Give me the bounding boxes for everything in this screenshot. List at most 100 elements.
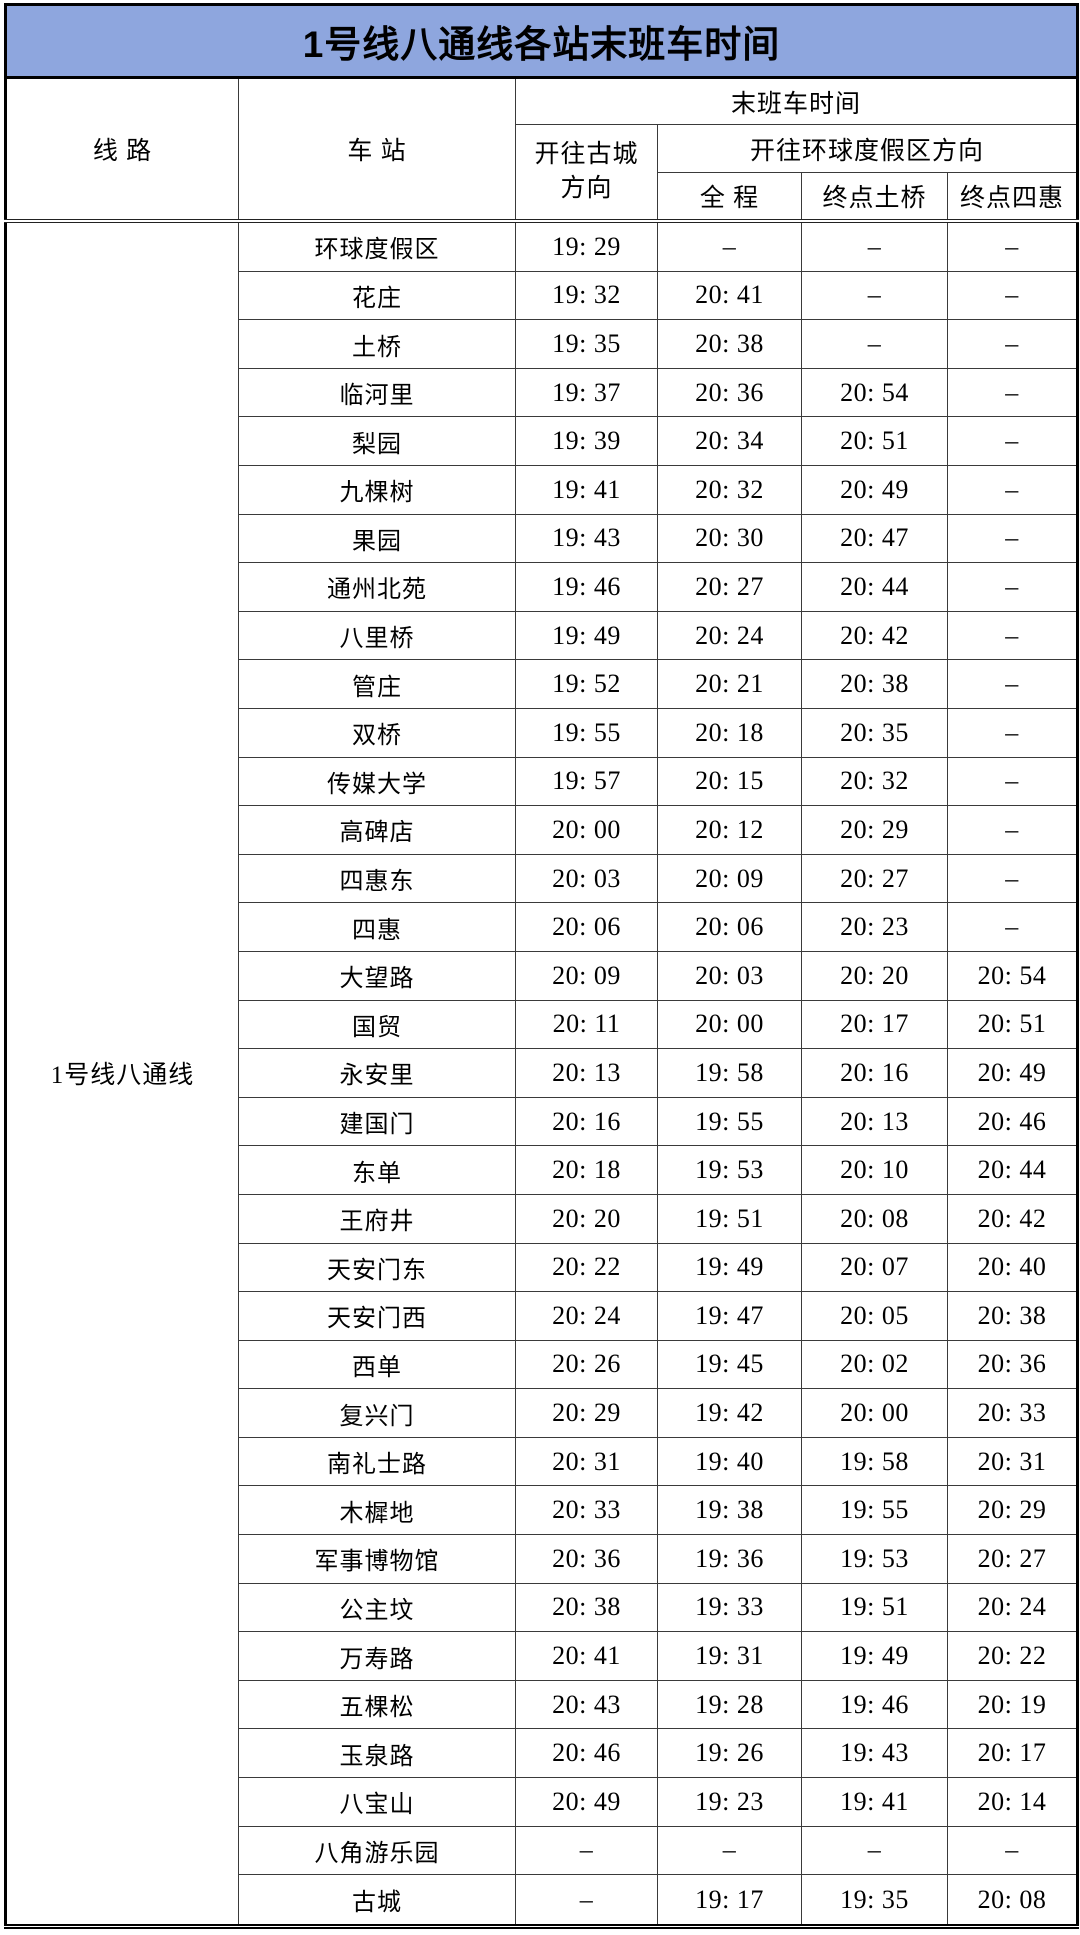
time-gucheng-direction: 20: 31 xyxy=(515,1436,658,1487)
time-gucheng-direction: 20: 46 xyxy=(515,1728,658,1779)
time-terminus-sihui: 20: 31 xyxy=(946,1436,1079,1487)
time-gucheng-direction: 19: 55 xyxy=(515,707,658,758)
title-bar: 1号线八通线各站末班车时间 xyxy=(3,3,1080,79)
time-gucheng-direction: 19: 39 xyxy=(515,416,658,466)
time-full-journey: 19: 45 xyxy=(657,1339,802,1390)
table-row: 东单 20: 18 19: 53 20: 10 20: 44 xyxy=(6,1145,1079,1195)
table-row: 古城 –19: 17 19: 35 20: 08 xyxy=(6,1874,1079,1927)
time-terminus-tuqiao: 20: 20 xyxy=(801,950,948,1001)
table-row: 建国门 20: 16 19: 55 20: 13 20: 46 xyxy=(6,1096,1079,1147)
time-terminus-tuqiao: 19: 55 xyxy=(801,1485,948,1536)
table-row: 九棵树 19: 41 20: 32 20: 49– xyxy=(6,465,1079,515)
time-gucheng-direction: – xyxy=(515,1874,658,1927)
time-terminus-tuqiao: 19: 58 xyxy=(801,1436,948,1487)
time-terminus-sihui: 20: 17 xyxy=(946,1728,1079,1779)
time-terminus-sihui: 20: 22 xyxy=(946,1631,1079,1681)
header-row-1: 线 路 车 站 末班车时间 xyxy=(5,77,1079,221)
time-terminus-sihui: – xyxy=(946,756,1079,807)
station-name: 复兴门 xyxy=(238,1388,516,1438)
time-full-journey: 20: 06 xyxy=(657,902,802,952)
time-terminus-tuqiao: 20: 27 xyxy=(801,853,948,904)
station-name: 八里桥 xyxy=(238,610,516,661)
time-terminus-tuqiao: 19: 53 xyxy=(801,1534,948,1584)
time-terminus-sihui: 20: 27 xyxy=(946,1534,1079,1584)
time-terminus-tuqiao: 19: 46 xyxy=(801,1679,948,1730)
time-full-journey: 20: 09 xyxy=(657,853,802,904)
time-terminus-tuqiao: 20: 49 xyxy=(801,465,948,515)
time-full-journey: 19: 58 xyxy=(657,1048,802,1098)
time-full-journey: 19: 31 xyxy=(657,1631,802,1681)
time-full-journey: 19: 42 xyxy=(657,1388,802,1438)
table-row: 通州北苑 19: 46 20: 27 20: 44– xyxy=(6,562,1079,612)
col-header-last-train-group: 末班车时间 xyxy=(514,77,1079,125)
time-terminus-sihui: – xyxy=(946,416,1079,466)
time-full-journey: 20: 36 xyxy=(657,367,802,418)
time-full-journey: 19: 23 xyxy=(657,1777,802,1827)
station-name: 古城 xyxy=(238,1874,516,1927)
station-name: 四惠 xyxy=(238,902,516,952)
time-gucheng-direction: 19: 35 xyxy=(515,319,658,369)
time-full-journey: 20: 12 xyxy=(657,805,802,855)
col-header-line: 线 路 xyxy=(5,77,239,221)
time-full-journey: 19: 26 xyxy=(657,1728,802,1779)
time-terminus-sihui: 20: 19 xyxy=(946,1679,1079,1730)
time-terminus-sihui: – xyxy=(946,1825,1079,1876)
time-terminus-sihui: 20: 24 xyxy=(946,1582,1079,1633)
col-header-gucheng-direction: 开往古城 方向 xyxy=(515,124,658,221)
time-gucheng-direction: 20: 33 xyxy=(515,1485,658,1536)
time-terminus-sihui: 20: 49 xyxy=(946,1048,1079,1098)
time-full-journey: – xyxy=(657,218,802,272)
col-header-universal-direction-group: 开往环球度假区方向 xyxy=(656,124,1079,173)
time-terminus-tuqiao: 20: 05 xyxy=(801,1291,948,1341)
time-terminus-tuqiao: – xyxy=(801,218,948,272)
time-gucheng-direction: 20: 20 xyxy=(515,1193,658,1244)
time-gucheng-direction: 19: 41 xyxy=(515,465,658,515)
time-terminus-sihui: – xyxy=(946,218,1079,272)
station-name: 高碑店 xyxy=(238,805,516,855)
table-row: 八里桥 19: 49 20: 24 20: 42– xyxy=(6,610,1079,661)
time-terminus-sihui: 20: 38 xyxy=(946,1291,1079,1341)
time-gucheng-direction: – xyxy=(515,1825,658,1876)
station-name: 八角游乐园 xyxy=(238,1825,516,1876)
time-terminus-sihui: – xyxy=(946,707,1079,758)
time-terminus-tuqiao: 20: 02 xyxy=(801,1339,948,1390)
time-gucheng-direction: 20: 03 xyxy=(515,853,658,904)
station-name: 天安门东 xyxy=(238,1242,516,1293)
table-row: 大望路 20: 09 20: 03 20: 20 20: 54 xyxy=(6,950,1079,1001)
table-row: 八角游乐园 – – – – xyxy=(6,1825,1079,1876)
station-name: 花庄 xyxy=(238,270,516,321)
time-terminus-tuqiao: 19: 35 xyxy=(801,1874,948,1927)
time-gucheng-direction: 19: 37 xyxy=(515,367,658,418)
time-terminus-sihui: 20: 42 xyxy=(946,1193,1079,1244)
time-full-journey: 20: 38 xyxy=(657,319,802,369)
table-row: 果园 19: 43 20: 30 20: 47– xyxy=(6,513,1079,564)
time-gucheng-direction: 19: 57 xyxy=(515,756,658,807)
station-name: 王府井 xyxy=(238,1193,516,1244)
table-row: 五棵松 20: 43 19: 28 19: 46 20: 19 xyxy=(6,1679,1079,1730)
time-full-journey: 19: 17 xyxy=(657,1874,802,1927)
time-full-journey: 20: 34 xyxy=(657,416,802,466)
time-terminus-sihui: 20: 14 xyxy=(946,1777,1079,1827)
station-name: 木樨地 xyxy=(238,1485,516,1536)
time-full-journey: 19: 51 xyxy=(657,1193,802,1244)
time-gucheng-direction: 19: 49 xyxy=(515,610,658,661)
time-terminus-sihui: 20: 33 xyxy=(946,1388,1079,1438)
table-row: 四惠东 20: 03 20: 09 20: 27– xyxy=(6,853,1079,904)
time-gucheng-direction: 20: 00 xyxy=(515,805,658,855)
time-gucheng-direction: 20: 38 xyxy=(515,1582,658,1633)
time-terminus-tuqiao: 20: 35 xyxy=(801,707,948,758)
time-terminus-sihui: – xyxy=(946,270,1079,321)
time-terminus-sihui: – xyxy=(946,805,1079,855)
time-gucheng-direction: 20: 24 xyxy=(515,1291,658,1341)
time-terminus-tuqiao: 20: 16 xyxy=(801,1048,948,1098)
station-name: 万寿路 xyxy=(238,1631,516,1681)
table-row: 1号线八通线 环球度假区 19: 29– – – xyxy=(5,218,1079,1927)
time-gucheng-direction: 20: 49 xyxy=(515,1777,658,1827)
time-terminus-sihui: – xyxy=(946,319,1079,369)
table-row: 木樨地 20: 33 19: 38 19: 55 20: 29 xyxy=(6,1485,1079,1536)
table-row: 西单 20: 26 19: 45 20: 02 20: 36 xyxy=(6,1339,1079,1390)
table-row: 玉泉路 20: 46 19: 26 19: 43 20: 17 xyxy=(6,1728,1079,1779)
time-full-journey: 20: 30 xyxy=(657,513,802,564)
table-row: 高碑店 20: 00 20: 12 20: 29– xyxy=(6,805,1079,855)
time-gucheng-direction: 20: 36 xyxy=(515,1534,658,1584)
